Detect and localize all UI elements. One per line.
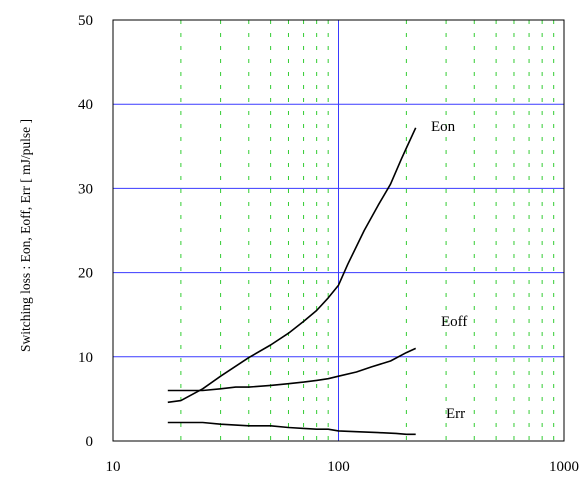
x-tick-label: 100 bbox=[327, 459, 350, 475]
y-tick-label: 50 bbox=[78, 13, 93, 29]
series-line-eon bbox=[167, 127, 417, 404]
x-tick-label: 10 bbox=[106, 459, 121, 475]
y-axis-label: Switching loss : Eon, Eoff, Err [ mJ/pul… bbox=[18, 119, 33, 352]
x-tick-labels: 10 100 1000 bbox=[106, 459, 580, 475]
series-line-err bbox=[167, 421, 416, 436]
y-tick-label: 30 bbox=[78, 181, 93, 197]
curve-label-eoff: Eoff bbox=[441, 314, 467, 330]
y-tick-label: 0 bbox=[86, 434, 94, 450]
series-line-eoff bbox=[167, 347, 417, 392]
curve-label-err: Err bbox=[446, 406, 465, 422]
major-gridlines bbox=[113, 20, 564, 441]
y-tick-labels: 0 10 20 30 40 50 bbox=[78, 13, 93, 450]
minor-gridlines bbox=[180, 20, 555, 441]
y-tick-label: 20 bbox=[78, 266, 93, 282]
y-tick-label: 10 bbox=[78, 350, 93, 366]
curve-labels: Eon Eoff Err bbox=[431, 119, 467, 422]
series-layer bbox=[167, 127, 417, 436]
plot-frame bbox=[112, 19, 565, 442]
y-tick-label: 40 bbox=[78, 97, 93, 113]
x-tick-label: 1000 bbox=[549, 459, 579, 475]
curve-label-eon: Eon bbox=[431, 119, 456, 135]
